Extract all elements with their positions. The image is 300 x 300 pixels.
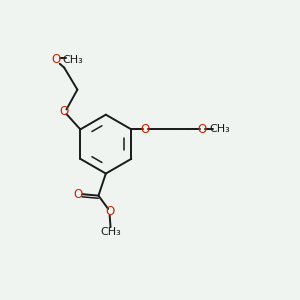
Text: O: O — [198, 123, 207, 136]
Text: O: O — [105, 205, 114, 218]
Text: O: O — [51, 53, 61, 66]
Text: O: O — [141, 123, 150, 136]
Text: CH₃: CH₃ — [209, 124, 230, 134]
Text: O: O — [73, 188, 82, 201]
Text: O: O — [59, 105, 69, 118]
Text: CH₃: CH₃ — [100, 226, 121, 237]
Text: CH₃: CH₃ — [63, 55, 83, 65]
